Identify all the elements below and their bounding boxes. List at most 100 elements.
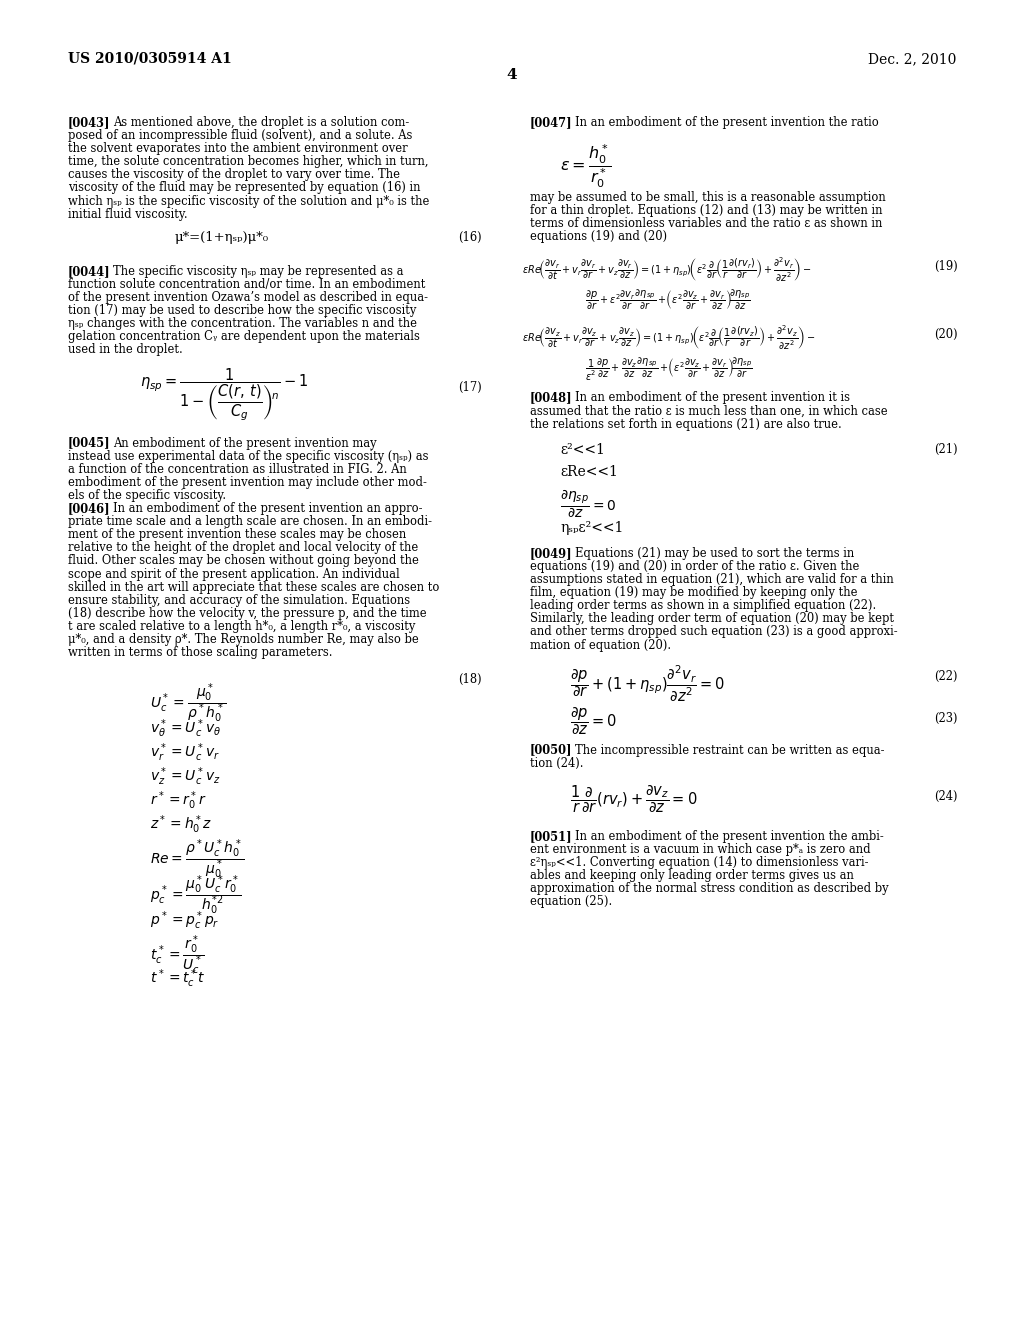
Text: instead use experimental data of the specific viscosity (ηₛₚ) as: instead use experimental data of the spe… <box>68 450 428 462</box>
Text: for a thin droplet. Equations (12) and (13) may be written in: for a thin droplet. Equations (12) and (… <box>530 205 883 218</box>
Text: equation (25).: equation (25). <box>530 895 612 908</box>
Text: Similarly, the leading order term of equation (20) may be kept: Similarly, the leading order term of equ… <box>530 612 894 626</box>
Text: gelation concentration Cᵧ are dependent upon the materials: gelation concentration Cᵧ are dependent … <box>68 330 420 343</box>
Text: $t^* = t_c^* t$: $t^* = t_c^* t$ <box>150 968 206 990</box>
Text: ε²ηₛₚ<<1. Converting equation (14) to dimensionless vari-: ε²ηₛₚ<<1. Converting equation (14) to di… <box>530 855 868 869</box>
Text: In an embodiment of the present invention the ratio: In an embodiment of the present inventio… <box>575 116 879 129</box>
Text: which ηₛₚ is the specific viscosity of the solution and μ*₀ is the: which ηₛₚ is the specific viscosity of t… <box>68 194 429 207</box>
Text: ent environment is a vacuum in which case p*ₐ is zero and: ent environment is a vacuum in which cas… <box>530 843 870 855</box>
Text: and other terms dropped such equation (23) is a good approxi-: and other terms dropped such equation (2… <box>530 626 898 639</box>
Text: εRe<<1: εRe<<1 <box>560 465 617 479</box>
Text: $p^* = p_c^* p_r$: $p^* = p_c^* p_r$ <box>150 909 219 932</box>
Text: Equations (21) may be used to sort the terms in: Equations (21) may be used to sort the t… <box>575 546 854 560</box>
Text: [0046]: [0046] <box>68 502 111 515</box>
Text: $t_c^* = \dfrac{r_0^*}{U_c^*}$: $t_c^* = \dfrac{r_0^*}{U_c^*}$ <box>150 933 205 977</box>
Text: leading order terms as shown in a simplified equation (22).: leading order terms as shown in a simpli… <box>530 599 877 612</box>
Text: mation of equation (20).: mation of equation (20). <box>530 639 671 652</box>
Text: written in terms of those scaling parameters.: written in terms of those scaling parame… <box>68 645 333 659</box>
Text: $\dfrac{\partial \eta_{sp}}{\partial z} = 0$: $\dfrac{\partial \eta_{sp}}{\partial z} … <box>560 487 616 520</box>
Text: (20): (20) <box>934 327 958 341</box>
Text: $\varepsilon Re\!\left(\dfrac{\partial v_z}{\partial t} + v_r\dfrac{\partial v_z: $\varepsilon Re\!\left(\dfrac{\partial v… <box>522 323 815 352</box>
Text: [0049]: [0049] <box>530 546 572 560</box>
Text: $\dfrac{\partial p}{\partial r} + (1+\eta_{sp})\dfrac{\partial^2 v_r}{\partial z: $\dfrac{\partial p}{\partial r} + (1+\et… <box>570 664 725 705</box>
Text: In an embodiment of the present invention it is: In an embodiment of the present inventio… <box>575 392 850 404</box>
Text: ensure stability, and accuracy of the simulation. Equations: ensure stability, and accuracy of the si… <box>68 594 411 607</box>
Text: (18) describe how the velocity v, the pressure p, and the time: (18) describe how the velocity v, the pr… <box>68 607 427 620</box>
Text: As mentioned above, the droplet is a solution com-: As mentioned above, the droplet is a sol… <box>113 116 410 129</box>
Text: $r^* = r_0^* r$: $r^* = r_0^* r$ <box>150 789 207 812</box>
Text: [0050]: [0050] <box>530 743 572 756</box>
Text: posed of an incompressible fluid (solvent), and a solute. As: posed of an incompressible fluid (solven… <box>68 129 413 143</box>
Text: scope and spirit of the present application. An individual: scope and spirit of the present applicat… <box>68 568 399 581</box>
Text: ables and keeping only leading order terms gives us an: ables and keeping only leading order ter… <box>530 869 854 882</box>
Text: 4: 4 <box>507 69 517 82</box>
Text: An embodiment of the present invention may: An embodiment of the present invention m… <box>113 437 377 450</box>
Text: ε²<<1: ε²<<1 <box>560 442 605 457</box>
Text: ment of the present invention these scales may be chosen: ment of the present invention these scal… <box>68 528 407 541</box>
Text: (18): (18) <box>458 673 481 686</box>
Text: priate time scale and a length scale are chosen. In an embodi-: priate time scale and a length scale are… <box>68 515 432 528</box>
Text: approximation of the normal stress condition as described by: approximation of the normal stress condi… <box>530 882 889 895</box>
Text: viscosity of the fluid may be represented by equation (16) in: viscosity of the fluid may be represente… <box>68 181 421 194</box>
Text: [0044]: [0044] <box>68 265 111 277</box>
Text: ηₛₚ changes with the concentration. The variables n and the: ηₛₚ changes with the concentration. The … <box>68 317 417 330</box>
Text: film, equation (19) may be modified by keeping only the: film, equation (19) may be modified by k… <box>530 586 857 599</box>
Text: In an embodiment of the present invention an appro-: In an embodiment of the present inventio… <box>113 502 423 515</box>
Text: els of the specific viscosity.: els of the specific viscosity. <box>68 488 226 502</box>
Text: The specific viscosity ηₛₚ may be represented as a: The specific viscosity ηₛₚ may be repres… <box>113 265 403 277</box>
Text: $Re = \dfrac{\rho^* U_c^* h_0^*}{\mu_0^*}$: $Re = \dfrac{\rho^* U_c^* h_0^*}{\mu_0^*… <box>150 837 245 880</box>
Text: [0051]: [0051] <box>530 830 572 842</box>
Text: $\eta_{sp} = \dfrac{1}{1 - \left(\dfrac{C(r,\,t)}{C_g}\right)^{\!n}} - 1$: $\eta_{sp} = \dfrac{1}{1 - \left(\dfrac{… <box>140 367 308 424</box>
Text: tion (24).: tion (24). <box>530 756 584 770</box>
Text: Dec. 2, 2010: Dec. 2, 2010 <box>867 51 956 66</box>
Text: function solute concentration and/or time. In an embodiment: function solute concentration and/or tim… <box>68 279 425 290</box>
Text: (16): (16) <box>458 231 481 244</box>
Text: skilled in the art will appreciate that these scales are chosen to: skilled in the art will appreciate that … <box>68 581 439 594</box>
Text: of the present invention Ozawa’s model as described in equa-: of the present invention Ozawa’s model a… <box>68 290 428 304</box>
Text: a function of the concentration as illustrated in FIG. 2. An: a function of the concentration as illus… <box>68 463 407 475</box>
Text: [0047]: [0047] <box>530 116 572 129</box>
Text: (17): (17) <box>458 380 481 393</box>
Text: (22): (22) <box>935 669 958 682</box>
Text: may be assumed to be small, this is a reasonable assumption: may be assumed to be small, this is a re… <box>530 191 886 205</box>
Text: $p_c^* = \dfrac{\mu_0^* U_c^* r_0^*}{h_0^{*2}}$: $p_c^* = \dfrac{\mu_0^* U_c^* r_0^*}{h_0… <box>150 874 242 917</box>
Text: causes the viscosity of the droplet to vary over time. The: causes the viscosity of the droplet to v… <box>68 169 400 181</box>
Text: terms of dimensionless variables and the ratio ε as shown in: terms of dimensionless variables and the… <box>530 218 883 230</box>
Text: initial fluid viscosity.: initial fluid viscosity. <box>68 207 187 220</box>
Text: $\dfrac{1}{\varepsilon^2}\dfrac{\partial p}{\partial z} + \dfrac{\partial v_z}{\: $\dfrac{1}{\varepsilon^2}\dfrac{\partial… <box>585 355 753 383</box>
Text: equations (19) and (20): equations (19) and (20) <box>530 231 667 243</box>
Text: the relations set forth in equations (21) are also true.: the relations set forth in equations (21… <box>530 417 842 430</box>
Text: In an embodiment of the present invention the ambi-: In an embodiment of the present inventio… <box>575 830 884 842</box>
Text: assumptions stated in equation (21), which are valid for a thin: assumptions stated in equation (21), whi… <box>530 573 894 586</box>
Text: assumed that the ratio ε is much less than one, in which case: assumed that the ratio ε is much less th… <box>530 405 888 417</box>
Text: fluid. Other scales may be chosen without going beyond the: fluid. Other scales may be chosen withou… <box>68 554 419 568</box>
Text: $\dfrac{\partial p}{\partial r} + \varepsilon^2\dfrac{\partial v_r}{\partial r}\: $\dfrac{\partial p}{\partial r} + \varep… <box>585 288 751 312</box>
Text: time, the solute concentration becomes higher, which in turn,: time, the solute concentration becomes h… <box>68 156 428 168</box>
Text: μ*₀, and a density ρ*. The Reynolds number Re, may also be: μ*₀, and a density ρ*. The Reynolds numb… <box>68 634 419 645</box>
Text: tion (17) may be used to describe how the specific viscosity: tion (17) may be used to describe how th… <box>68 304 417 317</box>
Text: equations (19) and (20) in order of the ratio ε. Given the: equations (19) and (20) in order of the … <box>530 560 859 573</box>
Text: [0048]: [0048] <box>530 392 572 404</box>
Text: t are scaled relative to a length h*₀, a length r*₀, a viscosity: t are scaled relative to a length h*₀, a… <box>68 620 416 632</box>
Text: (24): (24) <box>935 789 958 803</box>
Text: (19): (19) <box>934 260 958 272</box>
Text: $\varepsilon = \dfrac{h_0^*}{r_0^*}$: $\varepsilon = \dfrac{h_0^*}{r_0^*}$ <box>560 143 612 190</box>
Text: $\dfrac{1}{r}\dfrac{\partial}{\partial r}(rv_r) + \dfrac{\partial v_z}{\partial : $\dfrac{1}{r}\dfrac{\partial}{\partial r… <box>570 784 697 814</box>
Text: the solvent evaporates into the ambient environment over: the solvent evaporates into the ambient … <box>68 143 408 156</box>
Text: μ*=(1+ηₛₚ)μ*₀: μ*=(1+ηₛₚ)μ*₀ <box>175 231 269 244</box>
Text: $z^* = h_0^* z$: $z^* = h_0^* z$ <box>150 813 213 836</box>
Text: $v_r^* = U_c^* v_r$: $v_r^* = U_c^* v_r$ <box>150 742 220 764</box>
Text: [0043]: [0043] <box>68 116 111 129</box>
Text: $\dfrac{\partial p}{\partial z} = 0$: $\dfrac{\partial p}{\partial z} = 0$ <box>570 706 617 737</box>
Text: [0045]: [0045] <box>68 437 111 450</box>
Text: The incompressible restraint can be written as equa-: The incompressible restraint can be writ… <box>575 743 885 756</box>
Text: ηₛₚε²<<1: ηₛₚε²<<1 <box>560 521 624 535</box>
Text: $U_c^* = \dfrac{\mu_0^*}{\rho^* h_0^*}$: $U_c^* = \dfrac{\mu_0^*}{\rho^* h_0^*}$ <box>150 681 226 725</box>
Text: used in the droplet.: used in the droplet. <box>68 343 182 356</box>
Text: (23): (23) <box>935 711 958 725</box>
Text: US 2010/0305914 A1: US 2010/0305914 A1 <box>68 51 231 66</box>
Text: relative to the height of the droplet and local velocity of the: relative to the height of the droplet an… <box>68 541 418 554</box>
Text: (21): (21) <box>934 442 958 455</box>
Text: embodiment of the present invention may include other mod-: embodiment of the present invention may … <box>68 475 427 488</box>
Text: $v_z^* = U_c^* v_z$: $v_z^* = U_c^* v_z$ <box>150 766 220 788</box>
